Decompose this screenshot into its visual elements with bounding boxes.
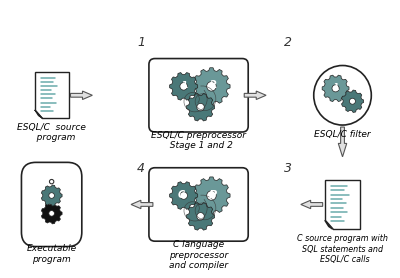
Text: 2: 2 <box>284 36 292 49</box>
Polygon shape <box>301 200 323 209</box>
Text: C source program with
SQL statements and
  ESQL/C calls: C source program with SQL statements and… <box>297 234 388 264</box>
Polygon shape <box>325 220 332 229</box>
FancyBboxPatch shape <box>149 168 248 241</box>
Polygon shape <box>244 91 266 100</box>
Circle shape <box>207 191 216 200</box>
Text: ESQL/C preprocessor
  Stage 1 and 2: ESQL/C preprocessor Stage 1 and 2 <box>151 131 246 150</box>
Text: 3: 3 <box>284 162 292 175</box>
Text: 2: 2 <box>209 80 216 90</box>
Polygon shape <box>325 180 360 229</box>
Text: 4: 4 <box>137 162 145 175</box>
Text: P: P <box>208 190 216 200</box>
Text: ESQL/C filter: ESQL/C filter <box>314 130 371 139</box>
Circle shape <box>197 103 204 111</box>
Circle shape <box>207 81 216 91</box>
Polygon shape <box>170 182 198 209</box>
Polygon shape <box>186 203 214 230</box>
Text: Executable
program: Executable program <box>26 244 77 264</box>
Polygon shape <box>193 68 230 105</box>
Circle shape <box>180 192 188 199</box>
Polygon shape <box>186 93 214 121</box>
Text: 1: 1 <box>137 36 145 49</box>
Polygon shape <box>170 73 198 100</box>
Polygon shape <box>70 91 92 100</box>
Text: C: C <box>178 190 185 200</box>
Polygon shape <box>338 127 347 157</box>
Polygon shape <box>35 110 42 118</box>
Polygon shape <box>322 75 349 101</box>
Polygon shape <box>41 185 62 206</box>
Polygon shape <box>41 203 62 224</box>
Circle shape <box>197 213 204 220</box>
Ellipse shape <box>314 66 371 125</box>
Text: 1: 1 <box>180 81 187 90</box>
FancyBboxPatch shape <box>149 59 248 132</box>
Circle shape <box>332 85 339 92</box>
Circle shape <box>49 211 54 216</box>
FancyBboxPatch shape <box>22 162 82 247</box>
Circle shape <box>50 179 54 184</box>
Polygon shape <box>193 177 230 214</box>
Polygon shape <box>342 90 364 112</box>
Text: 1: 1 <box>333 83 338 92</box>
Text: ESQL/C  source
   program: ESQL/C source program <box>17 123 86 142</box>
Circle shape <box>180 83 188 90</box>
Polygon shape <box>35 73 68 118</box>
Circle shape <box>350 98 356 104</box>
Text: C language
preprocessor
and compiler: C language preprocessor and compiler <box>169 240 228 270</box>
Polygon shape <box>131 200 153 209</box>
Circle shape <box>49 193 54 198</box>
